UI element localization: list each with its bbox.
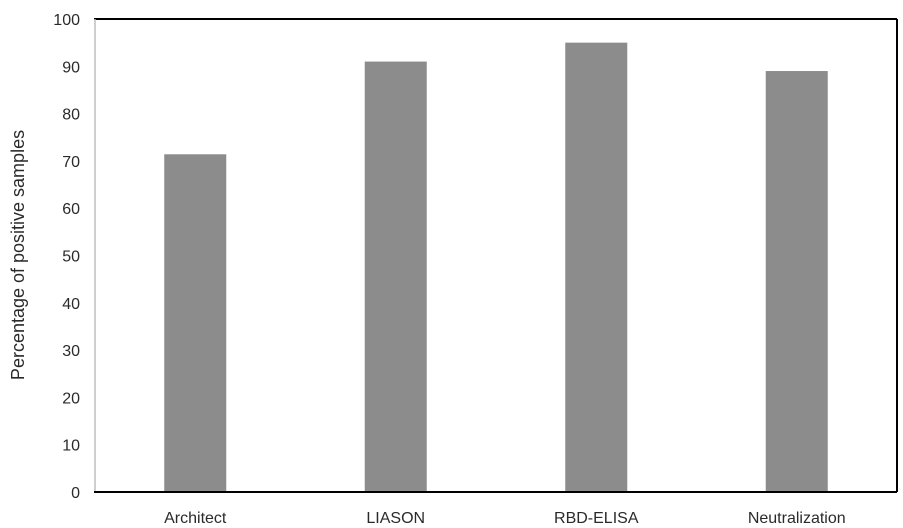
y-tick-label: 50 (62, 249, 80, 266)
bars-group (164, 42, 828, 493)
y-tick-label: 100 (53, 12, 80, 29)
bar (364, 61, 427, 492)
y-tick-label: 60 (62, 201, 80, 218)
y-tick-label: 30 (62, 343, 80, 360)
x-category-labels: Architect LIASON RBD-ELISA Neutralization (164, 510, 846, 527)
y-tick-label: 10 (62, 438, 80, 455)
y-tick-label: 80 (62, 107, 80, 124)
y-tick-label: 0 (71, 485, 80, 502)
x-category-label: Architect (164, 510, 227, 527)
bar (565, 42, 628, 493)
y-tick-label: 70 (62, 154, 80, 171)
y-axis-title: Percentage of positive samples (8, 130, 28, 380)
y-tick-label: 20 (62, 390, 80, 407)
bar (164, 154, 227, 492)
y-tick-labels: 0 10 20 30 40 50 60 70 80 90 100 (53, 12, 80, 502)
bar (765, 71, 828, 492)
y-tick-label: 40 (62, 296, 80, 313)
x-category-label: LIASON (366, 510, 425, 527)
y-tick-label: 90 (62, 59, 80, 76)
x-category-label: Neutralization (748, 510, 846, 527)
x-category-label: RBD-ELISA (554, 510, 639, 527)
